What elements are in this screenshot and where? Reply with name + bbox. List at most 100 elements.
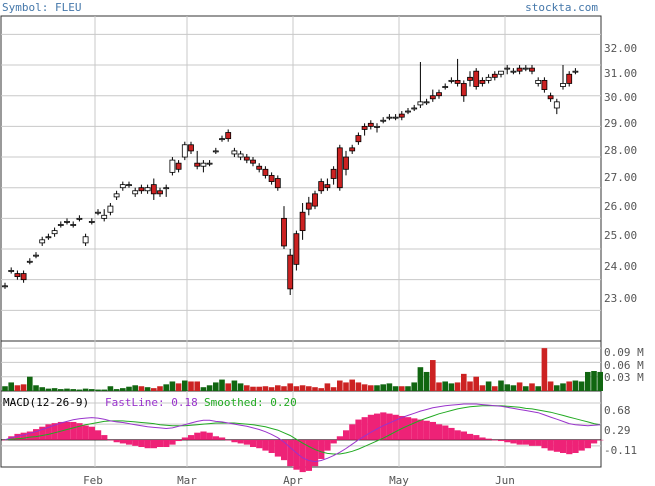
candle-body bbox=[250, 159, 256, 164]
macd-histogram-bar bbox=[138, 439, 145, 448]
macd-histogram-bar bbox=[299, 439, 306, 473]
volume-bar bbox=[510, 385, 517, 391]
candle-body bbox=[150, 184, 157, 195]
grid-lines bbox=[1, 16, 601, 467]
volume-bar bbox=[417, 367, 424, 391]
candle-body bbox=[529, 67, 535, 72]
candle-body bbox=[33, 254, 39, 257]
candle-body bbox=[473, 70, 480, 87]
volume-bar bbox=[27, 376, 33, 391]
candle-body bbox=[566, 73, 573, 84]
candle-body bbox=[287, 254, 294, 290]
volume-bar bbox=[566, 381, 572, 391]
candle-body bbox=[336, 147, 343, 189]
volume-bar bbox=[380, 384, 386, 391]
candle-body bbox=[442, 86, 449, 88]
volume-bar bbox=[82, 388, 89, 391]
candle-body bbox=[349, 147, 356, 152]
macd-histogram-bar bbox=[45, 424, 52, 440]
volume-bar bbox=[163, 384, 169, 391]
volume-bar bbox=[206, 385, 213, 391]
volume-bar bbox=[33, 385, 39, 391]
candle-body bbox=[299, 211, 306, 232]
macd-histogram-bar bbox=[231, 439, 238, 443]
macd-histogram-bar bbox=[20, 432, 27, 440]
volume-bar bbox=[8, 382, 14, 391]
volume-bar bbox=[324, 383, 331, 391]
candle-body bbox=[491, 73, 498, 78]
candle-body bbox=[206, 162, 213, 165]
volume-tick-label: 0.06 M bbox=[604, 359, 644, 372]
volume-bar bbox=[70, 389, 76, 391]
macd-histogram-bar bbox=[374, 413, 381, 440]
macd-histogram-bar bbox=[287, 439, 294, 467]
candle-body bbox=[14, 273, 21, 278]
candle-body bbox=[82, 236, 89, 244]
candle-body bbox=[101, 214, 108, 219]
macd-histogram-bar bbox=[336, 436, 343, 440]
volume-bars bbox=[2, 348, 603, 391]
volume-bar bbox=[101, 389, 107, 391]
macd-histogram-bar bbox=[553, 439, 560, 452]
price-tick-label: 24.00 bbox=[604, 260, 637, 273]
macd-histogram-bar bbox=[169, 439, 176, 445]
candle-body bbox=[181, 144, 188, 158]
volume-bar bbox=[237, 383, 244, 391]
volume-bar bbox=[213, 382, 219, 391]
macd-histogram-bar bbox=[560, 439, 567, 453]
price-tick-label: 28.00 bbox=[604, 144, 637, 157]
macd-histogram-bar bbox=[318, 439, 325, 459]
macd-histogram-bar bbox=[274, 439, 281, 457]
candle-body bbox=[119, 184, 126, 189]
candle-body bbox=[460, 83, 467, 97]
volume-bar bbox=[64, 388, 70, 391]
macd-histogram-bar bbox=[330, 439, 337, 444]
candle-body bbox=[132, 190, 139, 195]
macd-smoothed-label: Smoothed: 0.20 bbox=[204, 396, 297, 409]
volume-bar bbox=[120, 388, 126, 391]
candle-body bbox=[572, 70, 579, 73]
volume-bar bbox=[89, 389, 95, 391]
macd-histogram-bar bbox=[448, 427, 455, 440]
candle-body bbox=[535, 79, 542, 84]
candle-body bbox=[448, 79, 455, 82]
macd-histogram-bar bbox=[305, 439, 312, 471]
volume-bar bbox=[182, 380, 188, 391]
volume-bar bbox=[504, 384, 510, 391]
volume-bar bbox=[485, 381, 492, 391]
candle-body bbox=[318, 181, 325, 192]
volume-bar bbox=[312, 387, 318, 391]
macd-histogram-bar bbox=[454, 430, 461, 440]
candle-body bbox=[57, 224, 64, 226]
candle-body bbox=[423, 101, 430, 104]
macd-histogram-bar bbox=[572, 439, 579, 453]
macd-histogram-bar bbox=[95, 430, 102, 440]
volume-bar bbox=[157, 386, 163, 391]
x-tick-label: Jun bbox=[495, 474, 515, 486]
macd-histogram-bar bbox=[485, 438, 492, 440]
macd-histogram-bar bbox=[504, 439, 511, 443]
price-tick-label: 23.00 bbox=[604, 292, 637, 305]
macd-fastline-label: FastLine: 0.18 bbox=[105, 396, 198, 409]
macd-histogram-bar bbox=[361, 417, 368, 440]
candle-body bbox=[429, 95, 436, 100]
macd-histogram-bar bbox=[256, 439, 263, 449]
candle-body bbox=[194, 162, 201, 167]
candle-body bbox=[293, 233, 300, 265]
candle-body bbox=[374, 125, 380, 128]
volume-bar bbox=[423, 371, 430, 391]
volume-bar bbox=[399, 386, 405, 391]
volume-bar bbox=[126, 386, 132, 391]
volume-bar bbox=[250, 386, 256, 391]
x-tick-label: Apr bbox=[283, 474, 303, 486]
volume-bar bbox=[194, 381, 200, 391]
macd-histogram-bar bbox=[181, 437, 188, 440]
volume-bar bbox=[554, 385, 560, 391]
macd-histogram-bar bbox=[39, 426, 46, 440]
candle-body bbox=[479, 79, 486, 84]
volume-bar bbox=[355, 382, 362, 391]
candle-body bbox=[126, 184, 132, 187]
candle-body bbox=[454, 79, 461, 84]
candle-body bbox=[330, 168, 337, 179]
